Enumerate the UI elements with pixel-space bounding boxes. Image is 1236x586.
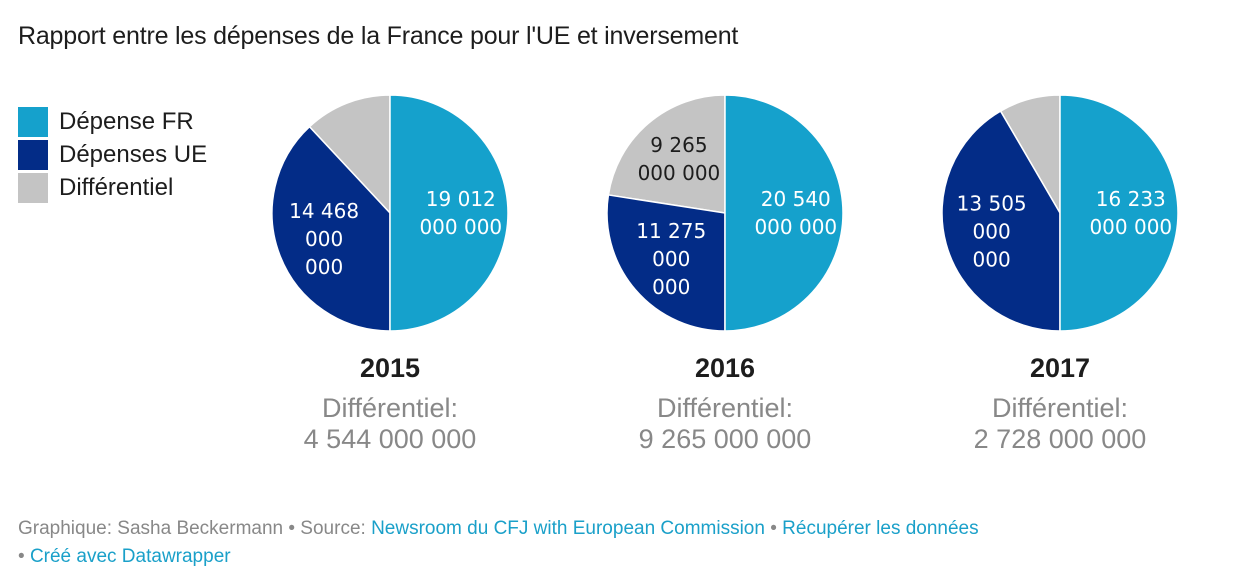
pie-slice-label-line: 000 000 [419, 215, 502, 239]
pie-slice-depenses-ue [941, 110, 1061, 332]
pie-slice-label-line: 000 [973, 247, 1011, 271]
pie-slice-label: 11 275 000 000 [636, 219, 706, 299]
legend-label: Différentiel [59, 173, 174, 201]
legend-swatch-depenses-ue [18, 139, 48, 170]
legend-label: Dépense FR [59, 107, 194, 135]
pie-slice-depense-fr [724, 94, 844, 332]
pie-slice-differentiel [308, 94, 391, 215]
pie-differential-label: Différentiel: [992, 393, 1128, 423]
footer-separator: • [764, 518, 783, 539]
footer: Graphique: Sasha Beckermann • Source: Ne… [18, 515, 1168, 571]
pie-slice-label-line: 000 000 [1089, 215, 1172, 239]
pie-slice-depense-fr [1059, 94, 1179, 332]
pie-slice-differentiel [607, 94, 726, 214]
pie-slice-depenses-ue [606, 194, 726, 332]
pie-differential-label: Différentiel: [657, 393, 793, 423]
pie-differential-value: 2 728 000 000 [974, 424, 1147, 454]
pie-slice-label-line: 9 265 [650, 133, 707, 157]
pie-differential-value: 4 544 000 000 [304, 424, 477, 454]
legend-item-depense-fr: Dépense FR [18, 105, 207, 138]
pie-slice-label-line: 000 [305, 227, 343, 251]
legend: Dépense FR Dépenses UE Différentiel [18, 105, 207, 204]
pie-slice-label-line: 20 540 [761, 187, 831, 211]
pie-chart-2016: 2016 Différentiel: 9 265 000 000 20 540 0… [606, 94, 844, 454]
pie-year-label: 2015 [360, 353, 420, 383]
pie-differential-value: 9 265 000 000 [639, 424, 812, 454]
pie-slice-label-line: 000 [652, 247, 690, 271]
pie-slice-label-line: 000 [305, 255, 343, 279]
pie-slice-label-line: 19 012 [426, 187, 496, 211]
datawrapper-link[interactable]: Créé avec Datawrapper [29, 546, 231, 567]
pie-slice-label: 14 468 000 000 [289, 199, 359, 279]
pie-chart-2017: 2017 Différentiel: 2 728 000 000 16 233 0… [941, 94, 1179, 454]
pie-slice-label: 16 233 000 000 [1089, 187, 1172, 239]
get-data-link[interactable]: Récupérer les données [782, 518, 979, 539]
pie-slice-label: 20 540 000 000 [754, 187, 837, 239]
pie-slice-label-line: 000 000 [754, 215, 837, 239]
chart-title: Rapport entre les dépenses de la France … [18, 22, 739, 50]
pie-slice-depense-fr [389, 94, 509, 332]
pie-slice-depenses-ue [271, 125, 391, 332]
pie-slice-label: 9 265 000 000 [638, 133, 721, 185]
legend-item-differentiel: Différentiel [18, 171, 207, 204]
source-link[interactable]: Newsroom du CFJ with European Commission [371, 518, 765, 539]
pie-slice-label-line: 11 275 [636, 219, 706, 243]
footer-credit: Graphique: Sasha Beckermann • Source: [18, 518, 372, 539]
pie-differential-label: Différentiel: [322, 393, 458, 423]
pie-chart-2015: 2015 Différentiel: 4 544 000 000 19 012 0… [271, 94, 509, 454]
pie-slice-label: 19 012 000 000 [419, 187, 502, 239]
pie-slice-label-line: 14 468 [289, 199, 359, 223]
legend-item-depenses-ue: Dépenses UE [18, 138, 207, 171]
pie-slice-label: 13 505 000 000 [957, 191, 1027, 271]
legend-swatch-differentiel [18, 172, 48, 203]
pie-year-label: 2017 [1030, 353, 1090, 383]
footer-separator: • [18, 546, 30, 567]
pie-slice-label-line: 13 505 [957, 191, 1027, 215]
pie-slice-label-line: 16 233 [1096, 187, 1166, 211]
pie-slice-label-line: 000 [652, 275, 690, 299]
pie-charts: 2015 Différentiel: 4 544 000 000 19 012 0… [271, 94, 1179, 454]
pie-slice-label-line: 000 [973, 219, 1011, 243]
pie-slice-label-line: 000 000 [638, 161, 721, 185]
legend-swatch-depense-fr [18, 106, 48, 137]
legend-label: Dépenses UE [59, 140, 208, 168]
pie-year-label: 2016 [695, 353, 755, 383]
